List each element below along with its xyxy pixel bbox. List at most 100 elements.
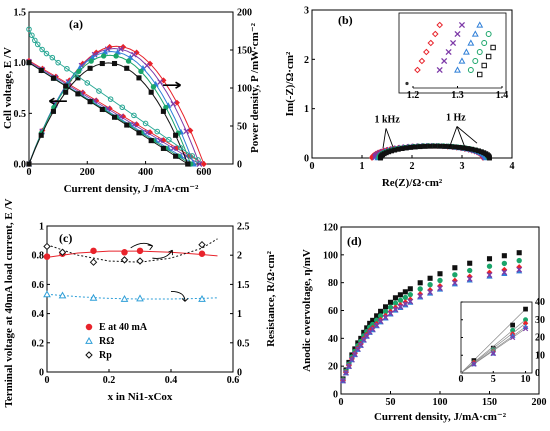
y2-tick-label: 0 xyxy=(237,160,242,171)
inset-point xyxy=(522,325,529,332)
power-point xyxy=(200,161,207,167)
y-tick-label: 100 xyxy=(323,250,338,261)
data-point xyxy=(382,314,389,321)
inset-point xyxy=(445,48,452,56)
y-tick-label: 1.0 xyxy=(14,58,27,69)
inset-origin-point xyxy=(405,81,409,86)
y2-tick-label: 100 xyxy=(237,84,252,95)
y2-tick-label: 150 xyxy=(237,46,252,57)
iv-point xyxy=(64,65,70,72)
data-point xyxy=(136,294,144,302)
fit-curve xyxy=(46,238,218,263)
panel-label: (d) xyxy=(347,234,362,248)
inset-point xyxy=(458,21,466,29)
data-point xyxy=(343,369,349,376)
inset-y-tick-label: 30 xyxy=(535,315,545,326)
iv-point xyxy=(34,41,41,48)
data-point xyxy=(402,289,408,295)
x-tick-label: 1 xyxy=(360,161,365,172)
data-point xyxy=(387,299,394,305)
data-point xyxy=(357,342,364,348)
inset-point xyxy=(467,39,475,46)
data-point xyxy=(397,297,404,303)
y2-tick-label: 0.5 xyxy=(237,338,250,349)
data-point xyxy=(501,253,507,259)
inset-point xyxy=(454,30,461,38)
y-tick-label: 3 xyxy=(304,6,309,17)
y-tick-label: 0.4 xyxy=(32,309,45,320)
data-point xyxy=(346,363,352,370)
data-point xyxy=(354,346,361,352)
nyquist-point xyxy=(465,146,471,152)
x-tick-label: 0 xyxy=(339,397,344,408)
data-point xyxy=(120,294,129,302)
data-point xyxy=(349,356,355,363)
legend-label: E at 40 mA xyxy=(99,322,148,333)
data-point xyxy=(363,332,370,339)
iv-point xyxy=(32,37,38,44)
x-tick-label: 3 xyxy=(460,161,465,172)
nyquist-point xyxy=(408,144,414,150)
inset-y-tick-label: 0 xyxy=(535,368,540,379)
data-point xyxy=(397,303,404,310)
nyquist-point xyxy=(422,143,428,149)
iv-point xyxy=(166,136,172,143)
iv-point xyxy=(124,122,130,128)
power-point xyxy=(157,79,164,85)
power-point xyxy=(136,75,142,81)
leader-line xyxy=(449,126,458,148)
data-point xyxy=(516,266,523,273)
power-point xyxy=(147,60,154,67)
iv-point xyxy=(111,114,118,120)
data-point xyxy=(121,249,128,256)
data-point xyxy=(120,256,129,264)
legend-marker xyxy=(85,336,93,344)
inset-point xyxy=(436,21,444,29)
inset-y-tick-label: 10 xyxy=(535,350,545,361)
power-point xyxy=(100,53,107,59)
annotation-1hz: 1 Hz xyxy=(446,113,466,124)
inset-x-tick-label: 10 xyxy=(521,374,531,385)
x-tick-label: 100 xyxy=(433,397,448,408)
arrow-right xyxy=(163,81,181,89)
inset-point xyxy=(481,62,487,69)
data-point xyxy=(352,351,358,358)
nyquist-point xyxy=(461,145,467,151)
y2-tick-label: 1 xyxy=(237,309,242,320)
y-tick-label: 0 xyxy=(333,390,338,401)
power-curve xyxy=(28,62,189,165)
power-point xyxy=(76,68,82,75)
nyquist-point xyxy=(452,144,458,150)
x-tick-label: 4 xyxy=(510,161,515,172)
data-point xyxy=(387,310,394,317)
y-tick-label: 40 xyxy=(328,334,338,345)
arrow-left xyxy=(48,97,67,105)
panel-label: (a) xyxy=(69,17,83,31)
data-point xyxy=(58,248,67,256)
data-point xyxy=(516,257,522,264)
iv-point xyxy=(142,120,149,127)
data-point xyxy=(437,277,443,284)
inset-point xyxy=(510,322,516,328)
iv-point xyxy=(148,138,154,144)
y2-tick-label: 200 xyxy=(237,8,252,19)
inset-point xyxy=(472,58,479,64)
y-tick-label: 0.2 xyxy=(32,338,45,349)
plot-frame xyxy=(46,225,234,373)
iv-point xyxy=(49,54,56,61)
y-tick-label: 80 xyxy=(328,278,338,289)
y-axis-label: Anodic overvoltage, η/mV xyxy=(301,249,313,372)
iv-point xyxy=(160,145,166,151)
iv-point xyxy=(84,80,91,86)
data-point xyxy=(452,265,458,271)
x-axis-label: Re(Z)/Ω·cm² xyxy=(382,177,443,189)
power-point xyxy=(173,132,179,138)
x-tick-label: 150 xyxy=(482,397,497,408)
y-axis-label: Im(-Z)/Ω·cm² xyxy=(284,51,296,116)
data-point xyxy=(486,263,493,269)
inset-point xyxy=(485,53,492,60)
inset-point xyxy=(462,48,470,55)
data-point xyxy=(89,293,98,301)
iv-point xyxy=(107,96,114,102)
